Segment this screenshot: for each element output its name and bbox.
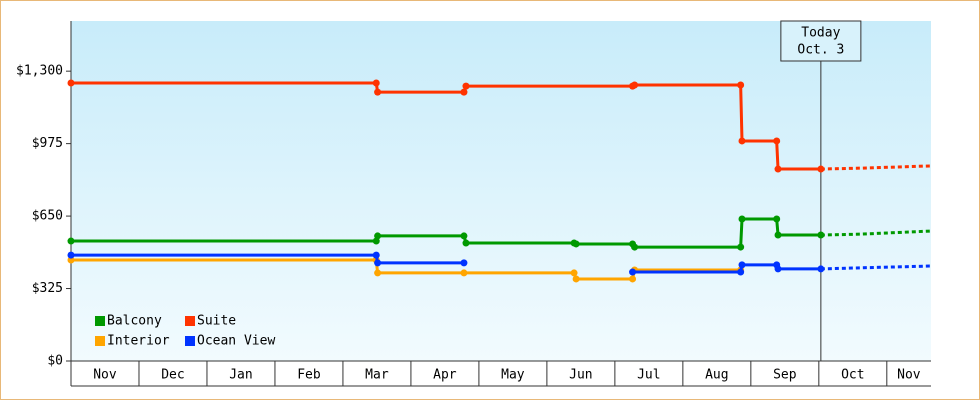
x-tick-label: Mar (365, 368, 389, 383)
x-tick-label: Feb (297, 368, 321, 383)
x-tick-label: Jan (229, 368, 252, 383)
price-point (374, 259, 382, 267)
price-point (737, 81, 745, 89)
price-point (374, 269, 382, 277)
x-tick-label: Sep (773, 368, 797, 383)
legend-swatch (95, 336, 105, 346)
price-point (67, 79, 75, 87)
y-tick-label: $975 (32, 136, 63, 151)
price-point (629, 275, 637, 283)
today-date: Oct. 3 (797, 43, 844, 58)
price-point (462, 239, 470, 247)
price-point (817, 165, 825, 173)
series-line (71, 217, 821, 249)
price-point (774, 165, 782, 173)
x-tick-label: May (501, 368, 525, 383)
price-point (572, 275, 580, 283)
y-tick-label: $325 (32, 281, 63, 296)
price-point (67, 251, 75, 259)
forecast-line (820, 229, 932, 237)
price-point (774, 231, 782, 239)
x-tick-label: Nov (93, 368, 117, 383)
price-point (629, 268, 637, 276)
price-point (572, 240, 580, 248)
price-point (773, 137, 781, 145)
price-point (817, 265, 825, 273)
price-point (462, 82, 470, 90)
price-point (460, 232, 468, 240)
today-box (780, 20, 862, 62)
y-tick-label: $0 (47, 354, 63, 369)
price-point (570, 269, 578, 277)
price-point (774, 265, 782, 273)
series-line (71, 253, 821, 274)
x-tick-label: Jun (569, 368, 592, 383)
price-point (738, 215, 746, 223)
legend-label: Balcony (107, 314, 162, 329)
legend-label: Interior (107, 334, 170, 349)
price-point (773, 215, 781, 223)
y-tick-label: $650 (32, 209, 63, 224)
today-label: Today (801, 26, 840, 41)
price-point (631, 81, 639, 89)
x-tick-label: Nov (897, 368, 921, 383)
legend-swatch (95, 316, 105, 326)
price-point (738, 261, 746, 269)
price-point (460, 259, 468, 267)
price-point (372, 251, 380, 259)
price-point (738, 137, 746, 145)
legend-swatch (185, 336, 195, 346)
legend-label: Ocean View (197, 334, 275, 349)
y-tick-label: $1,300 (16, 64, 63, 79)
price-point (374, 232, 382, 240)
price-point (67, 237, 75, 245)
price-point (817, 231, 825, 239)
price-point (372, 79, 380, 87)
x-tick-label: Aug (705, 368, 728, 383)
forecast-line (820, 264, 932, 271)
x-tick-label: Oct (841, 368, 864, 383)
legend-swatch (185, 316, 195, 326)
plot-area (71, 21, 931, 361)
price-point (631, 243, 639, 251)
x-tick-label: Jul (637, 368, 660, 383)
price-point (460, 269, 468, 277)
price-point (460, 88, 468, 96)
x-tick-label: Dec (161, 368, 184, 383)
x-tick-label: Apr (433, 368, 457, 383)
price-point (374, 88, 382, 96)
forecast-line (820, 164, 932, 171)
price-point (737, 243, 745, 251)
legend-label: Suite (197, 314, 236, 329)
price-point (67, 256, 75, 264)
price-point (737, 268, 745, 276)
